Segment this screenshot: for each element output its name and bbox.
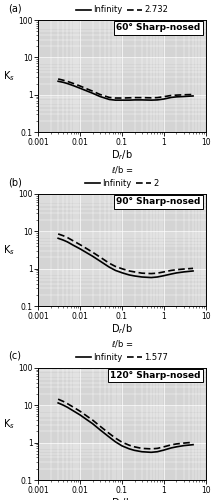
Legend: Infinity, 2: Infinity, 2: [82, 161, 162, 192]
Y-axis label: K$_s$: K$_s$: [3, 69, 15, 83]
Text: (b): (b): [8, 177, 22, 187]
X-axis label: D$_r$/b: D$_r$/b: [111, 496, 133, 500]
X-axis label: D$_r$/b: D$_r$/b: [111, 322, 133, 336]
Legend: Infinity, 2.732: Infinity, 2.732: [73, 0, 171, 18]
Y-axis label: K$_s$: K$_s$: [3, 417, 15, 431]
Text: (c): (c): [8, 351, 21, 361]
Text: (a): (a): [8, 3, 22, 13]
Legend: Infinity, 1.577: Infinity, 1.577: [73, 334, 171, 366]
Y-axis label: K$_s$: K$_s$: [3, 243, 15, 257]
Text: 90° Sharp-nosed: 90° Sharp-nosed: [116, 198, 201, 206]
Text: 60° Sharp-nosed: 60° Sharp-nosed: [116, 24, 201, 32]
X-axis label: D$_r$/b: D$_r$/b: [111, 148, 133, 162]
Text: 120° Sharp-nosed: 120° Sharp-nosed: [110, 371, 201, 380]
